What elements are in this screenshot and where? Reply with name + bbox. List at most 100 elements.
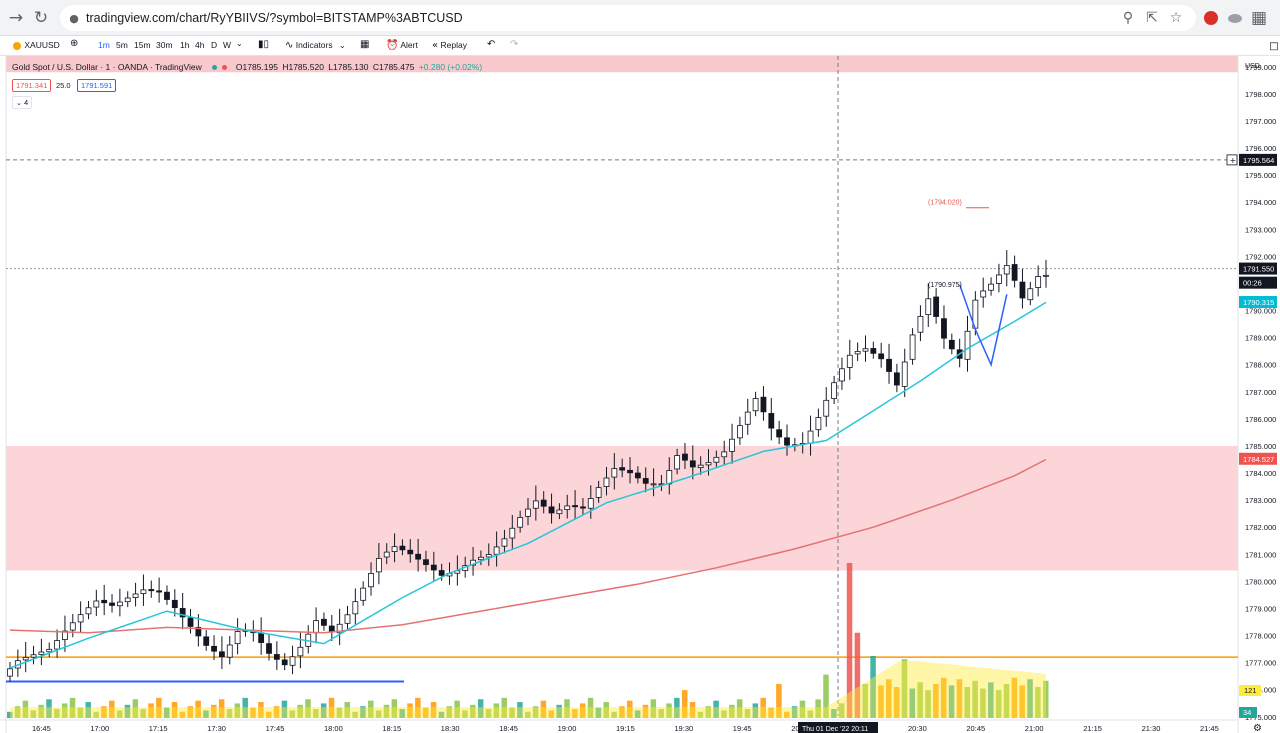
candle-down <box>878 353 885 360</box>
candle-down <box>784 437 790 446</box>
volume-bar <box>846 563 853 718</box>
last-price-tag: 1791.550 <box>1243 265 1274 274</box>
candle-up <box>705 462 712 466</box>
compare-add-icon[interactable]: ⊕ <box>70 38 79 49</box>
volume-bar <box>407 703 413 718</box>
candle-down <box>580 506 586 509</box>
star-icon[interactable]: ☆ <box>1169 10 1183 26</box>
extension-icon[interactable] <box>1224 7 1246 29</box>
candle-up <box>22 657 29 661</box>
candle-up <box>297 646 304 657</box>
volume-bar <box>156 697 162 718</box>
redo-icon[interactable]: ↷ <box>510 39 519 50</box>
candle-up <box>69 622 76 631</box>
candle-type-icon[interactable]: ▮▯ <box>258 39 270 50</box>
indicators-button[interactable]: ∿ Indicators ⌄ <box>285 40 346 51</box>
volume-bar <box>470 704 476 718</box>
interval-w[interactable]: W <box>223 40 232 50</box>
candle-up <box>509 527 516 539</box>
candle-down <box>101 599 108 604</box>
extension-icon[interactable] <box>1200 7 1222 29</box>
volume-bar <box>250 707 256 718</box>
volume-bar <box>807 710 814 718</box>
sheet-icon[interactable]: ▦ <box>1250 8 1268 28</box>
price-tick-label: 1783.000 <box>1245 496 1276 505</box>
candle-up <box>532 500 539 509</box>
volume-bar <box>336 707 343 718</box>
interval-4h[interactable]: 4h <box>195 40 205 50</box>
volume-bar <box>289 710 296 718</box>
price-chart[interactable]: (1794.020) (1790.975) 1799.000 1798.000 1797… <box>0 56 1280 733</box>
time-tick-label: 17:45 <box>266 724 285 733</box>
crosshair-price-tag-bg <box>1239 153 1277 166</box>
interval-d[interactable]: D <box>211 40 218 50</box>
candle-up <box>38 651 45 655</box>
url-text[interactable]: tradingview.com/chart/RyYBIIVS/?symbol=B… <box>86 11 463 25</box>
volume-bar <box>893 687 900 718</box>
time-tick-label: 19:30 <box>674 724 693 733</box>
lock-icon[interactable]: ● <box>69 11 79 25</box>
volume-bar <box>211 704 217 718</box>
volume-bar <box>862 683 868 718</box>
chevron-down-icon[interactable]: ⌄ <box>236 39 243 48</box>
chart-legend: Gold Spot / U.S. Dollar · 1 · OANDA · Tr… <box>12 62 484 72</box>
volume-bar <box>242 697 248 718</box>
candle-down <box>187 617 194 627</box>
candle-down <box>933 296 940 317</box>
candle-up <box>721 451 728 458</box>
layout-grid-icon[interactable]: ▦ <box>360 39 370 50</box>
volume-bar <box>422 707 429 718</box>
undo-icon[interactable]: ↶ <box>487 39 496 50</box>
add-alert-icon <box>1226 154 1238 166</box>
price-tick-label: 1777.000 <box>1245 659 1276 668</box>
reload-icon[interactable]: ↻ <box>33 8 49 28</box>
candle-down <box>941 318 947 339</box>
interval-15m[interactable]: 15m <box>134 40 151 50</box>
volume-bar <box>352 711 358 718</box>
volume-bar <box>22 700 29 718</box>
volume-bar <box>681 690 688 718</box>
price-tick-label: 1778.000 <box>1245 632 1276 641</box>
candle-up <box>996 274 1002 284</box>
interval-1h[interactable]: 1h <box>180 40 190 50</box>
interval-30m[interactable]: 30m <box>156 40 173 50</box>
candle-down <box>211 645 217 652</box>
volume-bar <box>587 697 594 718</box>
share-icon[interactable]: ⇱ <box>1146 10 1158 26</box>
zoom-icon[interactable]: ⚲ <box>1122 10 1134 26</box>
candle-up <box>124 597 131 603</box>
indicators-icon: ∿ <box>285 40 294 51</box>
volume-bar <box>320 703 327 718</box>
volume-bar <box>438 711 445 718</box>
candle-up <box>383 551 390 558</box>
candle-up <box>391 546 398 552</box>
price-tick-label: 1790.000 <box>1245 307 1276 316</box>
back-icon[interactable]: → <box>8 8 24 28</box>
time-tick-label: 16:45 <box>32 724 51 733</box>
address-bar[interactable]: ● tradingview.com/chart/RyYBIIVS/?symbol… <box>60 5 1196 31</box>
sell-price-button[interactable]: 1791.341 <box>12 79 52 92</box>
volume-bar <box>776 683 782 718</box>
candle-up <box>289 656 296 666</box>
candle-up <box>564 505 571 510</box>
symbol-selector[interactable]: XAUUSD <box>12 40 60 50</box>
volume-bar <box>917 682 923 718</box>
volume-label-a: 121 <box>1244 686 1257 695</box>
indicator-count: 4 <box>23 98 29 107</box>
alert-button[interactable]: ⏰ Alert <box>386 40 418 51</box>
replay-button[interactable]: « Replay <box>432 40 467 51</box>
price-tick-label: 1779.000 <box>1245 604 1276 613</box>
volume-bar <box>933 683 939 718</box>
volume-bar <box>14 706 21 718</box>
collapse-indicators-button[interactable]: ⌄ 4 <box>12 96 33 109</box>
candle-up <box>988 283 994 291</box>
chart-area[interactable]: (1794.020) (1790.975) 1799.000 1798.000 1797… <box>0 56 1280 733</box>
volume-bar <box>179 711 186 718</box>
candle-down <box>870 348 877 354</box>
candle-up <box>595 487 602 498</box>
buy-price-button[interactable]: 1791.591 <box>77 79 117 92</box>
fullscreen-icon[interactable]: □ <box>1269 40 1279 52</box>
interval-1m[interactable]: 1m <box>98 40 110 50</box>
interval-5m[interactable]: 5m <box>116 40 128 50</box>
price-tick-label: 1793.000 <box>1245 225 1276 234</box>
